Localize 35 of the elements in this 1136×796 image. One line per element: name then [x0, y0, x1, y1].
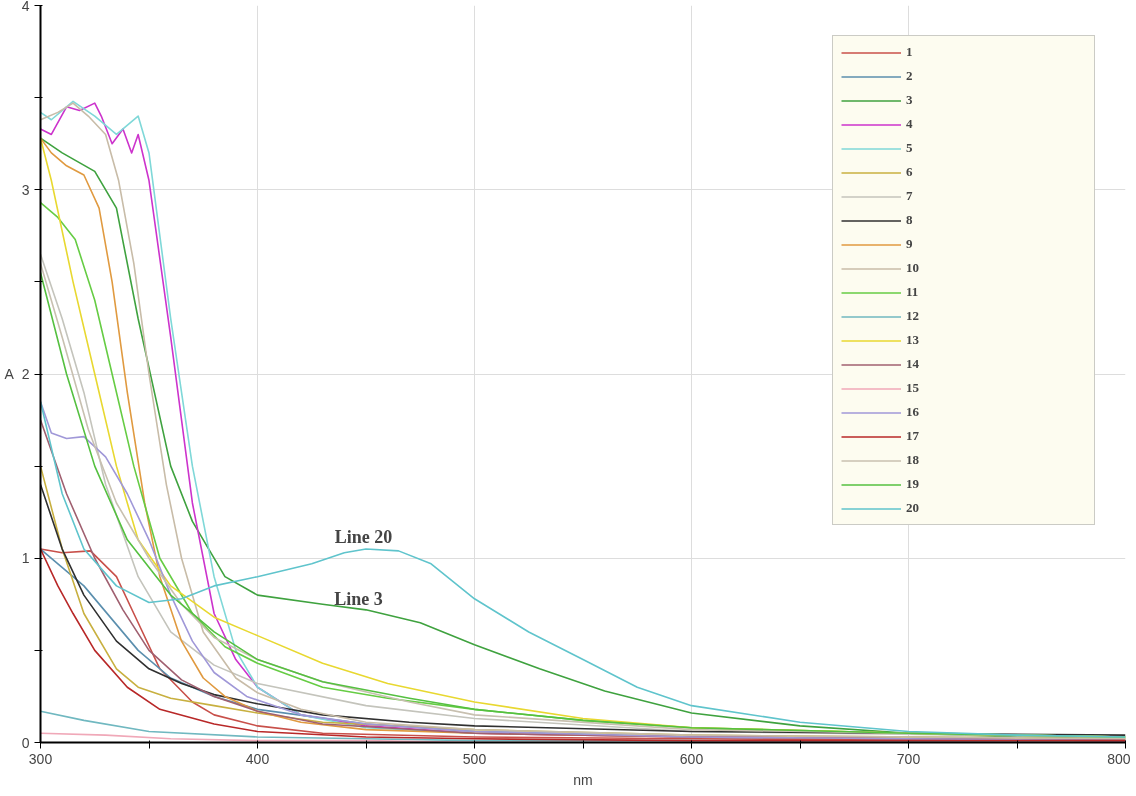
legend-label: 12 [906, 308, 920, 324]
y-axis-title: A [4, 366, 15, 382]
legend-label: 18 [906, 452, 920, 468]
annotation: Line 20 [334, 526, 393, 547]
legend-label: 7 [906, 188, 914, 204]
legend-label: 16 [906, 404, 920, 420]
legend-label: 4 [906, 116, 914, 132]
annotation: Line 3 [334, 588, 383, 609]
legend-label: 11 [906, 284, 920, 300]
legend-label: 19 [906, 476, 920, 492]
legend-label: 15 [906, 380, 920, 396]
legend-label: 10 [906, 260, 920, 276]
legend-label: 1 [906, 44, 914, 60]
legend-label: 14 [906, 356, 920, 372]
legend-label: 13 [906, 332, 920, 348]
legend-label: 8 [906, 212, 914, 228]
legend-label: 6 [906, 164, 914, 180]
y-tick-label: 2 [21, 366, 30, 382]
x-tick-label: 300 [28, 750, 53, 767]
x-axis-title: nm [573, 771, 593, 788]
y-tick-label: 3 [21, 181, 30, 198]
x-tick-label: 800 [1107, 750, 1131, 767]
y-tick-label: 4 [21, 0, 30, 14]
x-tick-label: 600 [679, 750, 704, 767]
x-tick-label: 400 [245, 750, 270, 767]
legend-label: 2 [906, 68, 914, 84]
y-tick-label: 0 [21, 734, 30, 751]
legend-label: 17 [906, 428, 920, 444]
legend-label: 9 [906, 236, 914, 252]
y-tick-label: 1 [21, 550, 30, 567]
legend-label: 5 [906, 140, 914, 156]
legend-label: 20 [906, 500, 920, 516]
legend-label: 3 [906, 92, 914, 108]
x-tick-label: 700 [896, 750, 921, 767]
x-tick-label: 500 [462, 750, 487, 767]
